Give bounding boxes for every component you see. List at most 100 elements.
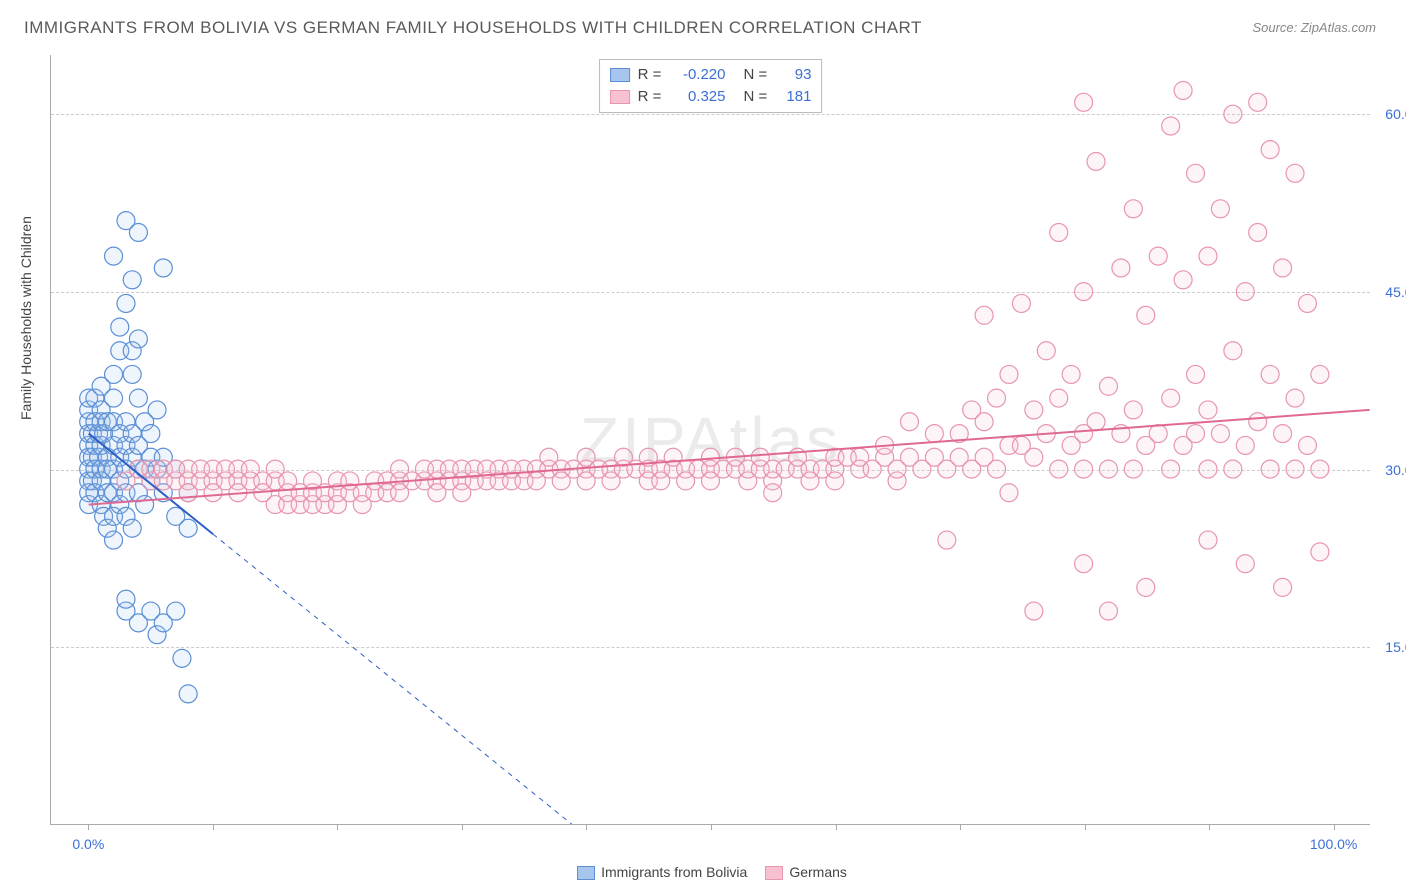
xtick-label: 100.0% xyxy=(1310,836,1357,852)
legend-n-label: N = xyxy=(744,66,772,83)
data-point xyxy=(1174,271,1192,289)
data-point xyxy=(1025,602,1043,620)
legend-r-label: R = xyxy=(638,88,666,105)
data-point xyxy=(1224,105,1242,123)
data-point xyxy=(1149,247,1167,265)
data-point xyxy=(1137,578,1155,596)
data-point xyxy=(1187,425,1205,443)
legend-row: R = -0.220N = 93 xyxy=(610,64,812,86)
xtick xyxy=(337,824,338,830)
legend-swatch xyxy=(610,68,630,82)
data-point xyxy=(1187,164,1205,182)
data-point xyxy=(129,330,147,348)
ytick-label: 45.0% xyxy=(1385,284,1406,300)
data-point xyxy=(142,425,160,443)
series-legend: Immigrants from Bolivia Germans xyxy=(0,864,1406,880)
data-point xyxy=(123,365,141,383)
ytick-label: 30.0% xyxy=(1385,462,1406,478)
data-point xyxy=(117,294,135,312)
data-point xyxy=(1087,152,1105,170)
data-point xyxy=(925,425,943,443)
correlation-legend: R = -0.220N = 93R = 0.325N = 181 xyxy=(599,59,823,113)
data-point xyxy=(123,271,141,289)
data-point xyxy=(105,389,123,407)
legend-r-value: 0.325 xyxy=(666,86,726,108)
legend-n-value: 93 xyxy=(771,64,811,86)
data-point xyxy=(1286,389,1304,407)
data-point xyxy=(1286,460,1304,478)
legend-label: Germans xyxy=(789,864,847,880)
data-point xyxy=(1050,223,1068,241)
data-point xyxy=(1062,365,1080,383)
legend-r-label: R = xyxy=(638,66,666,83)
xtick xyxy=(88,824,89,830)
data-point xyxy=(179,519,197,537)
data-point xyxy=(975,306,993,324)
data-point xyxy=(1037,342,1055,360)
data-point xyxy=(1199,460,1217,478)
data-point xyxy=(1099,377,1117,395)
data-point xyxy=(1124,200,1142,218)
data-point xyxy=(900,413,918,431)
data-point xyxy=(1124,460,1142,478)
data-point xyxy=(1236,436,1254,454)
data-point xyxy=(179,685,197,703)
data-point xyxy=(148,401,166,419)
data-point xyxy=(1162,389,1180,407)
legend-swatch xyxy=(765,866,783,880)
data-point xyxy=(1261,141,1279,159)
data-point xyxy=(1099,602,1117,620)
data-point xyxy=(1236,283,1254,301)
data-point xyxy=(1211,200,1229,218)
data-point xyxy=(1099,460,1117,478)
data-point xyxy=(1075,460,1093,478)
data-point xyxy=(1112,259,1130,277)
data-point xyxy=(1000,365,1018,383)
data-point xyxy=(1174,82,1192,100)
data-point xyxy=(975,413,993,431)
data-point xyxy=(826,472,844,490)
data-point xyxy=(1261,365,1279,383)
data-point xyxy=(764,484,782,502)
legend-n-value: 181 xyxy=(771,86,811,108)
data-point xyxy=(1224,460,1242,478)
ytick-label: 15.0% xyxy=(1385,639,1406,655)
data-point xyxy=(1187,365,1205,383)
scatter-svg xyxy=(51,55,1370,824)
xtick xyxy=(1085,824,1086,830)
xtick xyxy=(586,824,587,830)
data-point xyxy=(167,602,185,620)
data-point xyxy=(1211,425,1229,443)
data-point xyxy=(123,519,141,537)
legend-label: Immigrants from Bolivia xyxy=(601,864,747,880)
plot-area: ZIPAtlas R = -0.220N = 93R = 0.325N = 18… xyxy=(50,55,1370,825)
legend-row: R = 0.325 N = 181 xyxy=(610,86,812,108)
data-point xyxy=(154,259,172,277)
data-point xyxy=(1311,460,1329,478)
data-point xyxy=(1000,484,1018,502)
data-point xyxy=(1274,578,1292,596)
data-point xyxy=(1025,401,1043,419)
data-point xyxy=(1124,401,1142,419)
legend-n-label: N = xyxy=(744,88,772,105)
data-point xyxy=(1075,555,1093,573)
data-point xyxy=(1199,531,1217,549)
data-point xyxy=(1087,413,1105,431)
xtick xyxy=(711,824,712,830)
data-point xyxy=(938,531,956,549)
data-point xyxy=(173,649,191,667)
xtick xyxy=(1209,824,1210,830)
xtick-label: 0.0% xyxy=(72,836,104,852)
data-point xyxy=(105,247,123,265)
data-point xyxy=(1149,425,1167,443)
data-point xyxy=(1137,306,1155,324)
data-point xyxy=(1012,294,1030,312)
trend-line-dash xyxy=(213,534,586,824)
data-point xyxy=(117,590,135,608)
data-point xyxy=(1274,259,1292,277)
data-point xyxy=(1249,93,1267,111)
data-point xyxy=(111,318,129,336)
data-point xyxy=(1162,460,1180,478)
xtick xyxy=(462,824,463,830)
trend-line xyxy=(89,410,1370,505)
